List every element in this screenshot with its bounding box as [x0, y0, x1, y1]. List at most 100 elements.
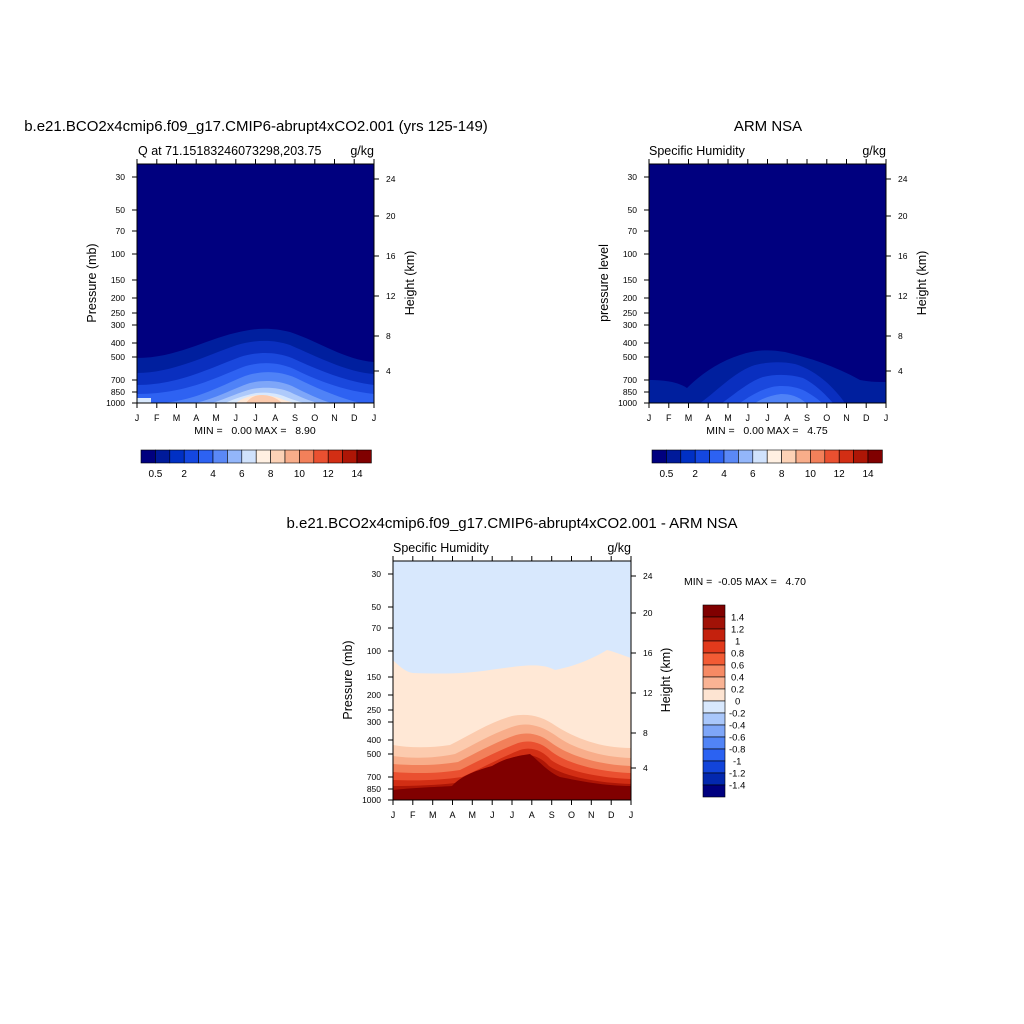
colorbar-label: 0.6: [731, 661, 744, 672]
colorbar-label: -0.6: [729, 733, 745, 744]
colorbar-label: 8: [779, 469, 785, 480]
y2-tick-label: 16: [643, 648, 653, 658]
panel1-right-label: g/kg: [350, 144, 374, 158]
x-tick-label: D: [608, 810, 615, 820]
panel2-colorbar: 0.5 2 4 6 8 10 12 14: [651, 449, 883, 480]
y-tick-label: 250: [111, 308, 125, 318]
colorbar-label: 10: [294, 469, 306, 480]
x-tick-label: A: [705, 413, 711, 423]
colorbar-label: -1.2: [729, 769, 745, 780]
y-tick-label: 50: [116, 205, 126, 215]
panel2-y2-axis: 24 20 16 12 8 4 Height (km): [886, 174, 929, 376]
y-tick-label: 400: [111, 338, 125, 348]
colorbar-label: 8: [268, 469, 274, 480]
x-tick-label: N: [331, 413, 338, 423]
panel3-x-axis: J F M A M J J A S O N D J: [391, 556, 633, 820]
y2-axis-title: Height (km): [659, 648, 673, 713]
y2-tick-label: 4: [386, 366, 391, 376]
panel1-x-axis: J F M A M J J A S O N D J: [135, 159, 376, 423]
panel3-y-axis: 30 50 70 100 150 200 250 300 400 500 700…: [341, 569, 393, 805]
x-tick-label: F: [666, 413, 672, 423]
y2-tick-label: 4: [898, 366, 903, 376]
y-tick-label: 200: [367, 690, 381, 700]
y-tick-label: 500: [367, 749, 381, 759]
colorbar-label: 6: [750, 469, 756, 480]
panel2-contour-band: [755, 394, 806, 403]
y2-axis-title: Height (km): [915, 251, 929, 316]
x-tick-label: F: [410, 810, 416, 820]
y-tick-label: 30: [372, 569, 382, 579]
colorbar-label: 1.4: [731, 613, 744, 624]
y2-tick-label: 20: [898, 211, 908, 221]
y-tick-label: 400: [623, 338, 637, 348]
x-tick-label: J: [253, 413, 258, 423]
x-tick-label: M: [429, 810, 437, 820]
y-tick-label: 150: [111, 275, 125, 285]
colorbar-label: 12: [323, 469, 335, 480]
panel2-x-axis: J F M A M J J A S O N D J: [647, 159, 889, 423]
y2-tick-label: 8: [386, 331, 391, 341]
y2-tick-label: 16: [386, 251, 396, 261]
y-axis-title: Pressure (mb): [85, 243, 99, 322]
panel2-contours: [649, 164, 886, 403]
y-axis-title: pressure level: [597, 244, 611, 322]
y2-tick-label: 24: [898, 174, 908, 184]
y-tick-label: 700: [623, 375, 637, 385]
y-tick-label: 150: [367, 672, 381, 682]
y-tick-label: 700: [367, 772, 381, 782]
x-tick-label: J: [135, 413, 140, 423]
panel3-colorbar: 1.4 1.2 1 0.8 0.6 0.4 0.2 0 -0.2 -0.4 -0…: [702, 604, 745, 798]
x-tick-label: M: [212, 413, 220, 423]
y-tick-label: 100: [111, 249, 125, 259]
panel-difference: b.e21.BCO2x4cmip6.f09_g17.CMIP6-abrupt4x…: [286, 515, 806, 820]
y-tick-label: 300: [111, 320, 125, 330]
x-tick-label: A: [784, 413, 790, 423]
y-tick-label: 400: [367, 735, 381, 745]
colorbar-label: 0.5: [659, 469, 673, 480]
x-tick-label: J: [884, 413, 889, 423]
y-tick-label: 850: [111, 387, 125, 397]
y-tick-label: 70: [372, 623, 382, 633]
y-tick-label: 250: [623, 308, 637, 318]
panel2-min-max: MIN = 0.00 MAX = 4.75: [706, 425, 828, 437]
colorbar-label: -0.2: [729, 709, 745, 720]
y2-axis-title: Height (km): [403, 251, 417, 316]
panel3-contours: [393, 561, 631, 800]
y-tick-label: 50: [372, 602, 382, 612]
colorbar-label: 12: [834, 469, 846, 480]
colorbar-label: 14: [351, 469, 363, 480]
panel-model: b.e21.BCO2x4cmip6.f09_g17.CMIP6-abrupt4x…: [24, 118, 488, 480]
y-tick-label: 200: [623, 293, 637, 303]
colorbar-label: 2: [692, 469, 698, 480]
colorbar-label: 10: [805, 469, 817, 480]
x-tick-label: S: [804, 413, 810, 423]
colorbar-label: 0.4: [731, 673, 744, 684]
colorbar-label: 0: [735, 697, 740, 708]
y-tick-label: 70: [116, 226, 126, 236]
y2-tick-label: 20: [643, 608, 653, 618]
colorbar-label: 4: [721, 469, 727, 480]
x-tick-label: J: [234, 413, 239, 423]
y-tick-label: 100: [623, 249, 637, 259]
y-tick-label: 100: [367, 646, 381, 656]
x-tick-label: M: [173, 413, 181, 423]
y-axis-title: Pressure (mb): [341, 640, 355, 719]
panel1-contour-band: [137, 398, 151, 403]
y2-tick-label: 12: [898, 291, 908, 301]
colorbar-label: 1: [735, 637, 740, 648]
x-tick-label: D: [351, 413, 358, 423]
y-tick-label: 1000: [362, 795, 381, 805]
x-tick-label: N: [588, 810, 595, 820]
panel3-right-label: g/kg: [607, 541, 631, 555]
y2-tick-label: 4: [643, 763, 648, 773]
panel1-colorbar: 0.5 2 4 6 8 10 12 14: [140, 449, 372, 480]
colorbar-label: -0.8: [729, 745, 745, 756]
colorbar-label: 1.2: [731, 625, 744, 636]
colorbar-label: 0.5: [148, 469, 162, 480]
x-tick-label: M: [685, 413, 693, 423]
y-tick-label: 150: [623, 275, 637, 285]
y-tick-label: 1000: [106, 398, 125, 408]
x-tick-label: A: [449, 810, 455, 820]
panel-obs: ARM NSA Specific Humidity g/kg J F M A M…: [597, 118, 929, 480]
